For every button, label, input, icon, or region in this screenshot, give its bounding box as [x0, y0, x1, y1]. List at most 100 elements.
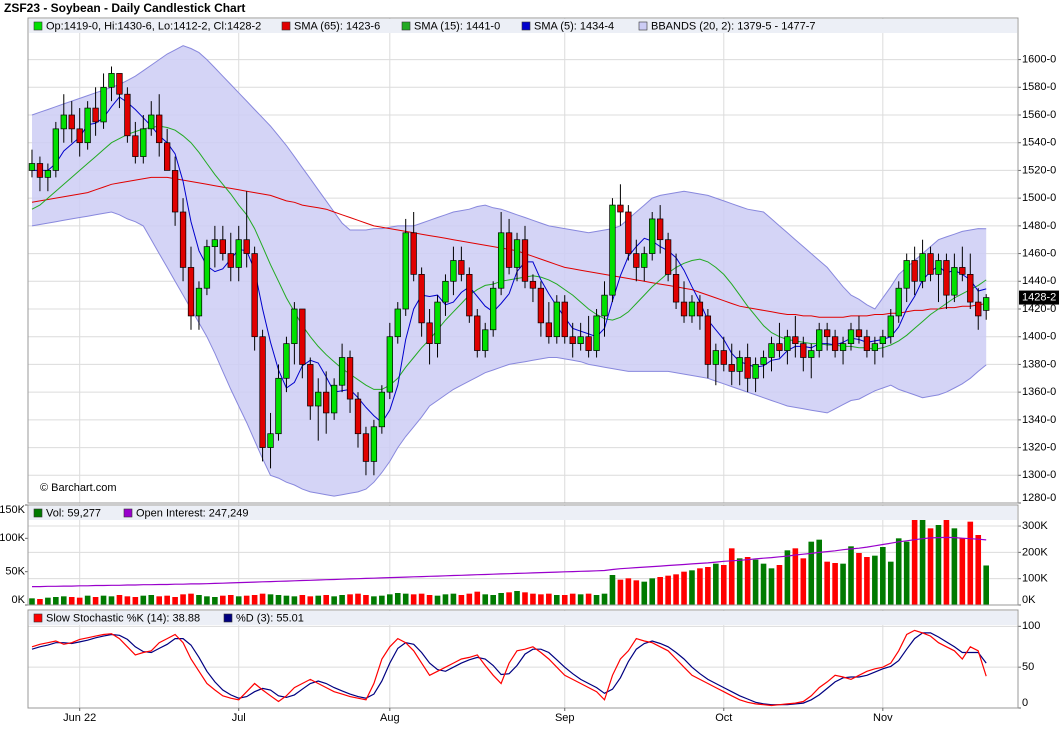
volume-bar	[585, 593, 592, 605]
x-tick-label: Jul	[232, 712, 246, 724]
volume-bar	[164, 595, 170, 605]
volume-bar	[538, 594, 544, 605]
volume-bar	[347, 594, 353, 605]
candle-body	[179, 211, 187, 268]
candle-body	[617, 204, 624, 213]
legend-label: Op:1419-0, Hi:1430-6, Lo:1412-2, Cl:1428…	[46, 20, 261, 32]
y-tick-label: 50	[1022, 661, 1034, 673]
y-tick-label: 1340-0	[1022, 414, 1056, 426]
candle-body	[808, 350, 815, 358]
volume-bar	[689, 570, 695, 605]
volume-bar	[530, 593, 536, 605]
candle-body	[195, 287, 203, 317]
candle-body	[688, 301, 696, 317]
volume-bar	[323, 595, 329, 605]
volume-bar	[657, 577, 663, 605]
volume-bar	[522, 592, 528, 605]
volume-bar	[760, 563, 767, 605]
y-tick-label: 1580-0	[1022, 81, 1056, 93]
candle-body	[323, 391, 330, 414]
volume-bar	[124, 596, 131, 605]
volume-bar	[872, 555, 878, 605]
volume-bar	[498, 593, 504, 605]
volume-bar	[235, 596, 242, 605]
candle-body	[561, 301, 568, 338]
candle-body	[474, 315, 481, 351]
legend-label: %D (3): 55.01	[236, 612, 304, 624]
volume-bar	[728, 548, 735, 605]
volume-bar	[259, 593, 266, 605]
volume-bar	[283, 595, 290, 605]
candle-body	[116, 73, 123, 95]
volume-bar	[983, 565, 989, 605]
candle-body	[307, 364, 314, 407]
candle-body	[625, 211, 632, 254]
candle-body	[497, 232, 505, 289]
candle-body	[505, 232, 513, 268]
volume-bar	[402, 593, 409, 605]
volume-bar	[943, 519, 950, 605]
candle-body	[84, 107, 91, 144]
volume-bar	[895, 538, 902, 605]
candle-body	[132, 135, 139, 157]
volume-bar	[736, 558, 743, 605]
volume-bar	[967, 521, 974, 605]
panel-frame	[27, 504, 1019, 606]
legend-label: Vol: 59,277	[46, 507, 101, 519]
candle-body	[951, 267, 958, 296]
volume-bar	[394, 593, 401, 605]
volume-bar	[768, 568, 775, 605]
candle-body	[275, 377, 282, 435]
y-tick-label: 300K	[1022, 520, 1048, 532]
legend-swatch	[123, 508, 133, 518]
volume-bar	[903, 541, 910, 605]
volume-bar	[959, 538, 966, 605]
candle-body	[943, 260, 950, 296]
candle-body	[720, 350, 727, 365]
volume-bar	[705, 567, 711, 605]
volume-bar	[410, 594, 417, 605]
candle-body	[386, 336, 393, 393]
candle-body	[664, 239, 672, 275]
candle-body	[378, 391, 386, 428]
candle-body	[601, 294, 608, 317]
volume-bar	[355, 593, 361, 605]
volume-bar	[546, 593, 552, 605]
volume-bar	[681, 571, 687, 605]
x-tick-label: Oct	[715, 712, 732, 724]
candle-body	[259, 336, 266, 448]
candle-body	[903, 260, 910, 289]
candle-body	[649, 218, 656, 254]
candle-body	[537, 287, 545, 324]
volume-bar	[84, 595, 91, 605]
open-interest-line	[32, 536, 987, 588]
legend-label: BBANDS (20, 2): 1379-5 - 1477-7	[651, 20, 815, 32]
volume-bar	[561, 595, 568, 605]
volume-bar	[116, 595, 123, 605]
candle-body	[235, 239, 242, 268]
candle-body	[338, 357, 346, 386]
candle-body	[211, 239, 219, 247]
candle-body	[816, 329, 823, 351]
candle-body	[593, 315, 600, 351]
candle-body	[394, 308, 401, 338]
candle-body	[108, 73, 115, 88]
y-tick-label: 1380-0	[1022, 358, 1056, 370]
candle-body	[418, 274, 425, 324]
candle-body	[426, 322, 433, 344]
y-tick-label: 1480-0	[1022, 220, 1056, 232]
volume-bar	[108, 596, 115, 605]
candle-body	[68, 114, 75, 130]
volume-bar	[617, 579, 624, 605]
volume-bar	[697, 568, 703, 605]
volume-bar	[188, 593, 194, 605]
volume-bar	[53, 597, 59, 605]
volume-bar	[172, 597, 178, 605]
legend-background	[29, 611, 1017, 625]
candle-body	[370, 426, 378, 462]
y-tick-label: 1280-0	[1022, 492, 1056, 504]
candle-body	[553, 301, 560, 338]
volume-bar	[927, 528, 934, 605]
